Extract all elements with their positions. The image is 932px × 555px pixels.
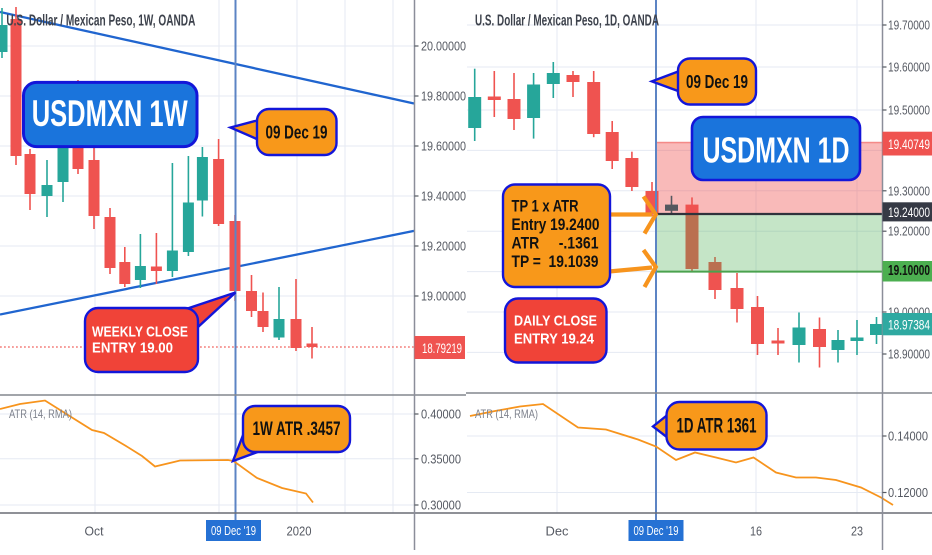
svg-text:19.10000: 19.10000 <box>888 263 930 279</box>
svg-text:09 Dec '19: 09 Dec '19 <box>211 524 256 538</box>
svg-text:19.20000: 19.20000 <box>421 239 466 254</box>
svg-text:0.40000: 0.40000 <box>421 407 461 422</box>
svg-text:09 Dec 19: 09 Dec 19 <box>266 122 328 143</box>
svg-text:18.90000: 18.90000 <box>888 347 930 362</box>
svg-text:20.00000: 20.00000 <box>421 39 466 54</box>
svg-text:ATR (14, RMA): ATR (14, RMA) <box>475 407 538 421</box>
svg-text:WEEKLY CLOSE: WEEKLY CLOSE <box>92 324 188 341</box>
svg-text:19.70000: 19.70000 <box>888 18 930 33</box>
svg-text:Dec: Dec <box>546 524 569 539</box>
svg-text:1D ATR 1361: 1D ATR 1361 <box>677 415 757 438</box>
svg-text:19.80000: 19.80000 <box>421 89 466 104</box>
svg-text:ENTRY 19.00: ENTRY 19.00 <box>92 340 173 357</box>
svg-text:TP = 19.1039: TP = 19.1039 <box>512 252 599 271</box>
svg-text:ATR (14, RMA): ATR (14, RMA) <box>9 407 72 421</box>
svg-text:U.S. Dollar / Mexican Peso, 1W: U.S. Dollar / Mexican Peso, 1W, OANDA <box>6 13 195 30</box>
svg-text:ATR -.1361: ATR -.1361 <box>512 234 599 253</box>
svg-text:18.97384: 18.97384 <box>888 316 930 332</box>
svg-text:18.79219: 18.79219 <box>422 340 462 356</box>
svg-text:Oct: Oct <box>85 524 104 539</box>
svg-text:19.24000: 19.24000 <box>888 204 930 220</box>
svg-text:19.50000: 19.50000 <box>888 103 930 118</box>
svg-text:0.14000: 0.14000 <box>888 429 928 444</box>
svg-text:TP 1 x ATR: TP 1 x ATR <box>512 197 579 216</box>
svg-text:19.40749: 19.40749 <box>888 136 930 152</box>
svg-text:USDMXN 1W: USDMXN 1W <box>32 93 188 134</box>
svg-text:19.60000: 19.60000 <box>888 60 930 75</box>
svg-text:0.30000: 0.30000 <box>421 498 461 513</box>
svg-text:USDMXN 1D: USDMXN 1D <box>703 130 850 171</box>
svg-text:2020: 2020 <box>287 524 312 539</box>
svg-text:0.35000: 0.35000 <box>421 451 461 466</box>
svg-text:19.20000: 19.20000 <box>888 224 930 239</box>
svg-text:19.00000: 19.00000 <box>421 289 466 304</box>
svg-text:ENTRY 19.24: ENTRY 19.24 <box>514 331 595 348</box>
svg-text:19.30000: 19.30000 <box>888 183 930 198</box>
svg-text:Entry 19.2400: Entry 19.2400 <box>512 215 600 234</box>
svg-text:U.S. Dollar / Mexican Peso, 1D: U.S. Dollar / Mexican Peso, 1D, OANDA <box>475 13 659 30</box>
svg-text:DAILY CLOSE: DAILY CLOSE <box>514 313 597 330</box>
svg-text:19.40000: 19.40000 <box>421 189 466 204</box>
svg-text:16: 16 <box>750 524 762 539</box>
svg-text:1W ATR .3457: 1W ATR .3457 <box>253 419 341 440</box>
svg-text:23: 23 <box>851 524 863 539</box>
svg-text:09 Dec 19: 09 Dec 19 <box>686 71 748 92</box>
svg-text:09 Dec '19: 09 Dec '19 <box>634 524 679 538</box>
svg-text:0.12000: 0.12000 <box>888 485 928 500</box>
svg-text:19.60000: 19.60000 <box>421 139 466 154</box>
